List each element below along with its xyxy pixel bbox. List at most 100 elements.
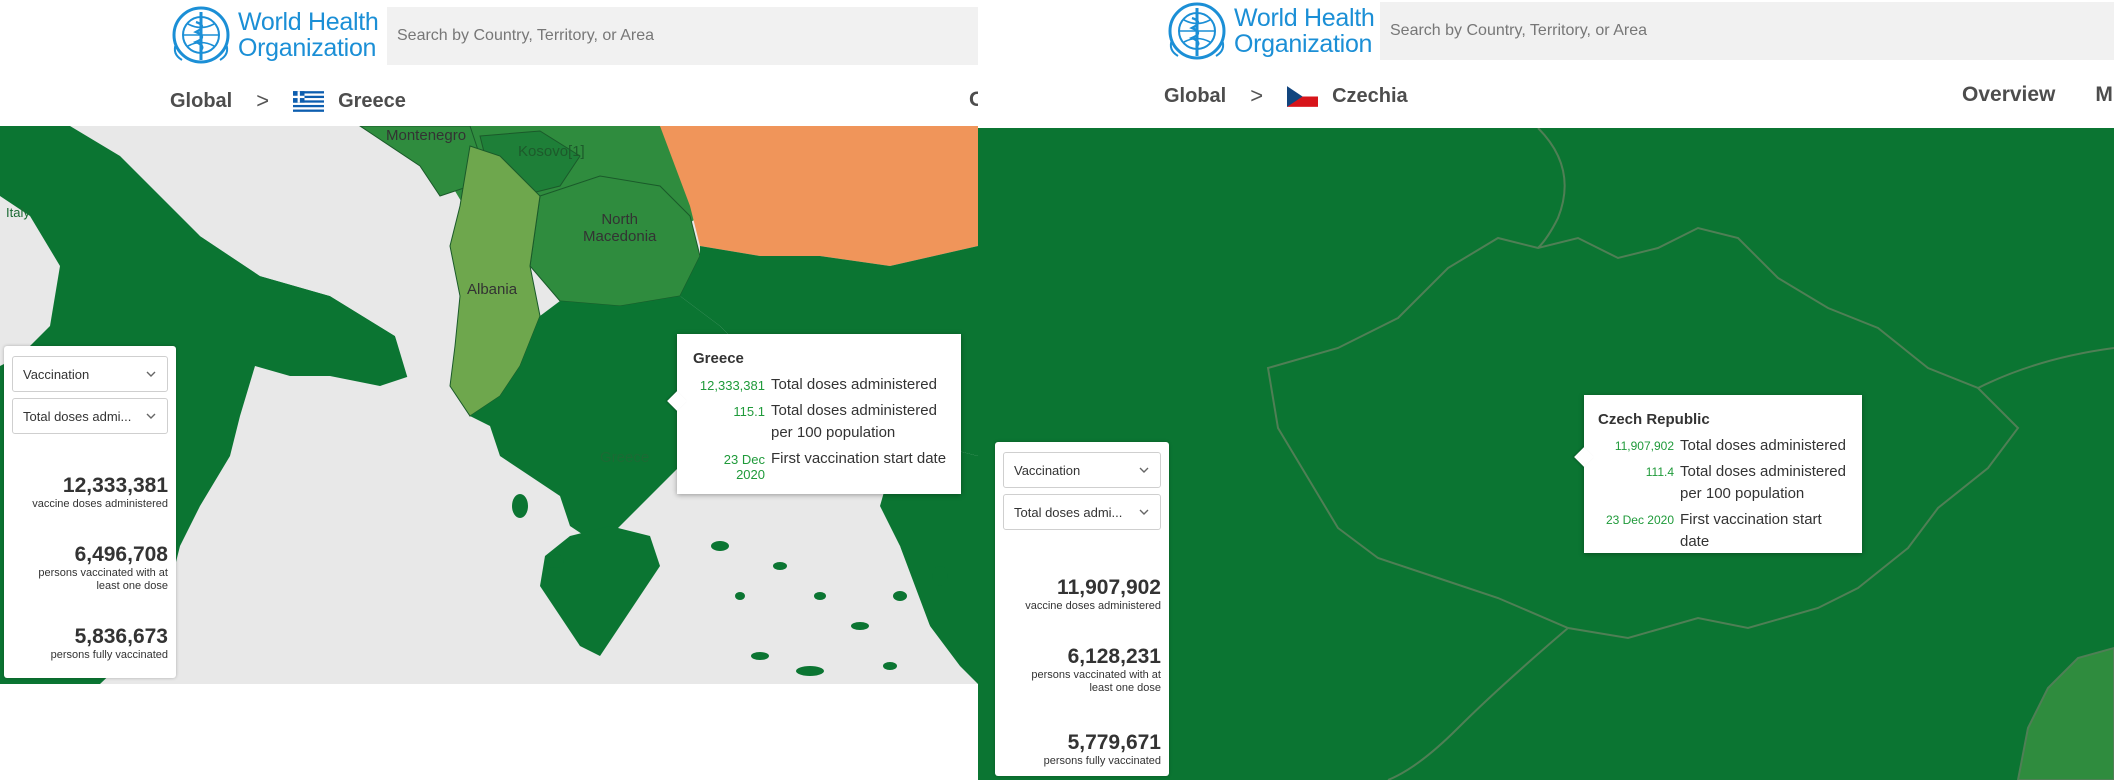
- greece-screenshot-panel: World Health Organization Global > Greec…: [0, 0, 978, 780]
- neighbor-region[interactable]: [2016, 646, 2114, 780]
- stat-value: 12,333,381: [62, 474, 168, 497]
- montenegro-label: Montenegro: [386, 127, 467, 144]
- czechia-border[interactable]: [1266, 226, 2020, 640]
- tooltip-row: 12,333,381 Total doses administered: [693, 376, 947, 396]
- search-input[interactable]: [397, 27, 978, 45]
- peloponnese-region[interactable]: [540, 526, 660, 656]
- tooltip-desc: First vaccination start date: [771, 450, 947, 467]
- stat-value: 5,836,673: [74, 625, 168, 648]
- country-tooltip: Czech Republic 11,907,902 Total doses ad…: [1574, 395, 1862, 553]
- indicator-dropdown[interactable]: Vaccination: [1003, 452, 1161, 488]
- logo-line-2: Organization: [238, 34, 377, 62]
- tab-overview[interactable]: Overview: [1962, 83, 2056, 106]
- logo-line-1: World Health: [238, 8, 379, 36]
- czechia-screenshot-panel: World Health Organization Global > Czech…: [978, 0, 2114, 780]
- stat-total-doses: 12,333,381 vaccine doses administered: [12, 474, 168, 511]
- tooltip-desc: Total doses administered per 100 populat…: [771, 402, 937, 441]
- greece-flag-icon: [293, 90, 325, 112]
- who-emblem-icon: [172, 6, 230, 64]
- stat-label: vaccine doses administered: [32, 498, 168, 510]
- stat-value: 6,128,231: [1067, 645, 1161, 668]
- metric-dropdown-value: Total doses admi...: [1014, 504, 1123, 520]
- stat-fully-vaccinated: 5,779,671 persons fully vaccinated: [1003, 731, 1161, 768]
- indicator-dropdown-value: Vaccination: [23, 366, 90, 382]
- stat-fully-vaccinated: 5,836,673 persons fully vaccinated: [12, 625, 168, 662]
- tooltip-row: 23 Dec 2020 First vaccination start date: [693, 450, 947, 482]
- kosovo-label: Kosovo[1]: [518, 143, 585, 160]
- breadcrumb-global[interactable]: Global: [170, 89, 233, 112]
- northern-border: [1537, 128, 1566, 249]
- breadcrumb-country: Czechia: [1332, 84, 1408, 107]
- search-bar[interactable]: [1380, 2, 2114, 60]
- adriatic-sea: [150, 126, 470, 386]
- southern-border: [1387, 627, 1569, 780]
- stat-label: persons vaccinated with at least one dos…: [38, 567, 168, 592]
- tooltip-row: 111.4 Total doses administered per 100 p…: [1598, 463, 1848, 505]
- breadcrumb-separator: >: [1250, 83, 1264, 108]
- nav-tabs: O: [969, 88, 978, 112]
- tooltip-row: 115.1 Total doses administered per 100 p…: [693, 402, 947, 444]
- breadcrumb-separator: >: [256, 88, 270, 113]
- breadcrumb-global[interactable]: Global: [1164, 84, 1227, 107]
- nav-tabs: Overview M: [1962, 83, 2113, 107]
- stat-label: persons fully vaccinated: [1043, 755, 1161, 767]
- map-svg: [0, 126, 978, 684]
- tooltip-value: 12,333,381: [699, 378, 765, 393]
- stats-panel: Vaccination Total doses admi... 12,333,3…: [4, 346, 176, 678]
- tooltip-desc: Total doses administered per 100 populat…: [1680, 463, 1846, 502]
- chevron-down-icon: [1139, 467, 1149, 473]
- albania-label: Albania: [467, 281, 518, 298]
- tooltip-title: Czech Republic: [1598, 411, 1710, 428]
- north-macedonia-label: North Macedonia: [583, 211, 657, 245]
- czechia-flag-icon: [1287, 85, 1319, 107]
- eastern-border: [1977, 347, 2114, 389]
- tooltip-value: 23 Dec 2020: [1605, 513, 1674, 527]
- who-logo-text: World Health Organization: [238, 8, 379, 62]
- tooltip-row: 23 Dec 2020 First vaccination start date: [1598, 511, 1848, 553]
- logo-line-2: Organization: [1234, 30, 1373, 58]
- chevron-down-icon: [1139, 509, 1149, 515]
- search-input[interactable]: [1390, 22, 2114, 40]
- aegean-sea: [620, 476, 960, 684]
- chevron-down-icon: [146, 371, 156, 377]
- stat-one-dose: 6,496,708 persons vaccinated with at lea…: [12, 543, 168, 593]
- stat-one-dose: 6,128,231 persons vaccinated with at lea…: [1003, 645, 1161, 695]
- metric-dropdown[interactable]: Total doses admi...: [12, 398, 168, 434]
- tooltip-value: 23 Dec 2020: [723, 452, 765, 482]
- tooltip-row: 11,907,902 Total doses administered: [1598, 437, 1848, 457]
- tooltip-desc: Total doses administered: [1680, 437, 1846, 454]
- who-logo-text: World Health Organization: [1234, 4, 1375, 58]
- tooltip-value: 115.1: [733, 404, 765, 419]
- indicator-dropdown-value: Vaccination: [1014, 462, 1081, 478]
- greece-label: Greece: [600, 449, 650, 466]
- map-svg: [1266, 128, 2114, 780]
- search-bar[interactable]: [387, 7, 978, 65]
- metric-dropdown[interactable]: Total doses admi...: [1003, 494, 1161, 530]
- aegean-islands-2: [711, 541, 948, 676]
- stat-total-doses: 11,907,902 vaccine doses administered: [1003, 576, 1161, 613]
- tab-truncated[interactable]: M: [2095, 83, 2113, 106]
- tooltip-value: 111.4: [1645, 465, 1674, 479]
- stat-label: persons fully vaccinated: [50, 649, 168, 661]
- stat-value: 6,496,708: [74, 543, 168, 566]
- stats-panel: Vaccination Total doses admi... 11,907,9…: [995, 442, 1169, 776]
- who-emblem-icon: [1168, 2, 1226, 60]
- nav-overview-truncated[interactable]: O: [969, 88, 978, 111]
- chevron-down-icon: [146, 413, 156, 419]
- stat-label: vaccine doses administered: [1025, 600, 1161, 612]
- metric-dropdown-value: Total doses admi...: [23, 408, 132, 424]
- tooltip-desc: Total doses administered: [771, 376, 937, 393]
- stat-label: persons vaccinated with at least one dos…: [1031, 669, 1161, 694]
- turkey-region[interactable]: [880, 436, 978, 684]
- orange-region[interactable]: [660, 126, 978, 266]
- stat-value: 5,779,671: [1067, 731, 1161, 754]
- indicator-dropdown[interactable]: Vaccination: [12, 356, 168, 392]
- breadcrumb: Global > Greece: [170, 88, 406, 114]
- sea-patch: [0, 196, 60, 366]
- country-tooltip: Greece 12,333,381 Total doses administer…: [667, 334, 961, 494]
- who-logo[interactable]: World Health Organization: [168, 4, 379, 66]
- who-logo[interactable]: World Health Organization: [1164, 0, 1375, 62]
- tooltip-desc: First vaccination start date: [1680, 511, 1822, 550]
- logo-line-1: World Health: [1234, 4, 1375, 32]
- stat-value: 11,907,902: [1057, 576, 1161, 599]
